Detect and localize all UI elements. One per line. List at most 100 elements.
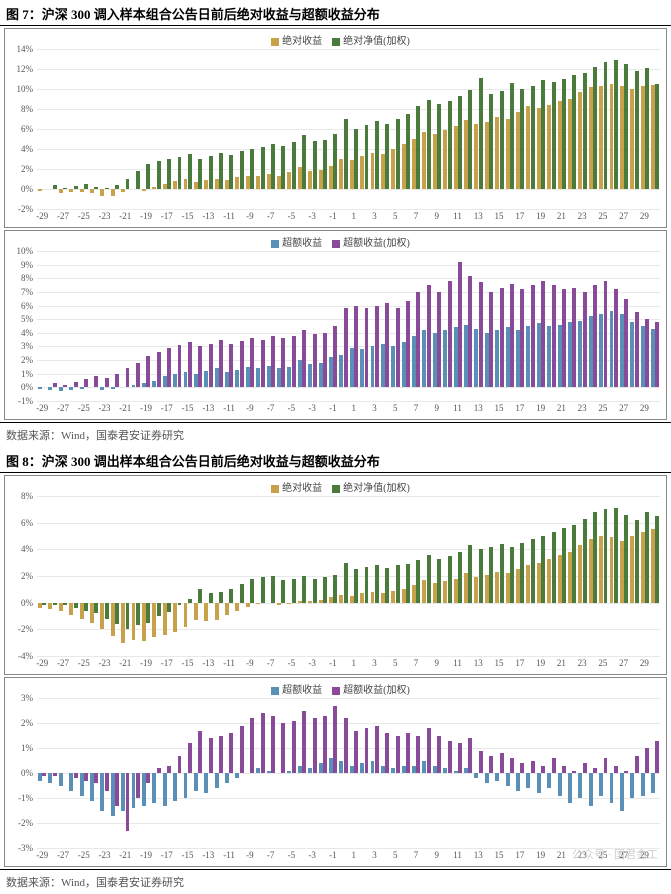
x-tick-label: 3	[372, 850, 377, 860]
bar	[229, 155, 233, 189]
bar	[437, 292, 441, 387]
bar-slot	[401, 49, 411, 209]
bar	[562, 766, 566, 774]
bar	[94, 187, 98, 189]
bar	[308, 171, 312, 189]
bar	[500, 544, 504, 603]
x-tick-label: -3	[308, 403, 316, 413]
bar-slot	[411, 698, 421, 848]
bar	[302, 135, 306, 189]
bar	[464, 120, 468, 189]
plot-area: -2%0%2%4%6%8%10%12%14%-29-27-25-23-21-19…	[37, 49, 660, 209]
x-tick-label: -21	[119, 211, 131, 221]
bar	[500, 288, 504, 388]
bar-slot	[619, 496, 629, 656]
bar	[225, 180, 229, 189]
bar	[620, 314, 624, 388]
bar-slot	[245, 496, 255, 656]
bar-slot	[79, 251, 89, 401]
bar	[163, 603, 167, 635]
bar-slot	[349, 496, 359, 656]
x-tick-label: 19	[536, 850, 545, 860]
bar	[323, 140, 327, 189]
bar	[281, 146, 285, 189]
bar	[610, 84, 614, 189]
bar	[443, 768, 447, 773]
bar-slot	[536, 251, 546, 401]
x-tick-label: 23	[578, 850, 587, 860]
bar-slot	[588, 251, 598, 401]
x-tick-label: 29	[640, 403, 649, 413]
bar-slot	[421, 698, 431, 848]
x-tick-label: -1	[329, 850, 337, 860]
bar-slot	[79, 49, 89, 209]
bar-slot	[338, 698, 348, 848]
bar	[198, 589, 202, 602]
bar-slot	[650, 698, 660, 848]
bar-slot	[401, 251, 411, 401]
bar	[194, 182, 198, 189]
x-tick-label: 21	[557, 211, 566, 221]
x-tick-label: 1	[351, 211, 356, 221]
bar	[163, 773, 167, 806]
bar	[313, 334, 317, 387]
chart-panel: 超额收益超额收益(加权)-3%-2%-1%0%1%2%3%-29-27-25-2…	[4, 677, 667, 867]
x-tick-label: 3	[372, 403, 377, 413]
bar-slot	[515, 496, 525, 656]
bar	[479, 282, 483, 387]
bar	[94, 773, 98, 783]
bar-slot	[515, 49, 525, 209]
bar	[406, 114, 410, 189]
bar	[396, 119, 400, 189]
bar	[558, 773, 562, 796]
y-tick-label: -1%	[18, 396, 33, 406]
bar-slot	[99, 251, 109, 401]
bar-slot	[359, 698, 369, 848]
bar	[256, 176, 260, 189]
bar	[437, 736, 441, 774]
bar	[448, 101, 452, 189]
bar-slot	[37, 251, 47, 401]
bar	[38, 773, 42, 781]
legend-label: 绝对收益	[282, 483, 322, 494]
bar	[121, 189, 125, 192]
y-tick-label: 7%	[21, 287, 33, 297]
bar-slot	[68, 698, 78, 848]
bar-slot	[463, 698, 473, 848]
bar	[371, 592, 375, 603]
bar-slot	[546, 698, 556, 848]
bar-slot	[442, 49, 452, 209]
bar-slot	[203, 49, 213, 209]
bar	[454, 126, 458, 189]
bar-slot	[182, 698, 192, 848]
bar-slot	[47, 698, 57, 848]
bar-slot	[224, 496, 234, 656]
bar	[215, 179, 219, 189]
bar	[246, 176, 250, 189]
x-axis: -29-27-25-23-21-19-17-15-13-11-9-7-5-3-1…	[37, 658, 660, 672]
y-axis: -1%0%1%2%3%4%5%6%7%8%9%10%	[7, 251, 35, 401]
bar-slot	[338, 49, 348, 209]
bar	[371, 761, 375, 774]
bar-slot	[380, 496, 390, 656]
bar	[433, 583, 437, 603]
bar-slot	[338, 251, 348, 401]
x-tick-label: 13	[474, 403, 483, 413]
bar	[302, 576, 306, 603]
bar-slot	[68, 49, 78, 209]
bar	[298, 167, 302, 189]
bar-slot	[193, 49, 203, 209]
bar-slot	[276, 496, 286, 656]
bar-slot	[421, 251, 431, 401]
x-tick-label: 7	[414, 850, 419, 860]
legend-label: 超额收益(加权)	[343, 238, 410, 249]
bar	[80, 387, 84, 388]
bar-slot	[131, 251, 141, 401]
bar	[385, 733, 389, 773]
bar	[100, 603, 104, 630]
x-tick-label: 17	[515, 850, 524, 860]
bar	[80, 773, 84, 796]
bar	[360, 763, 364, 773]
bar-slot	[359, 496, 369, 656]
bar	[630, 536, 634, 603]
